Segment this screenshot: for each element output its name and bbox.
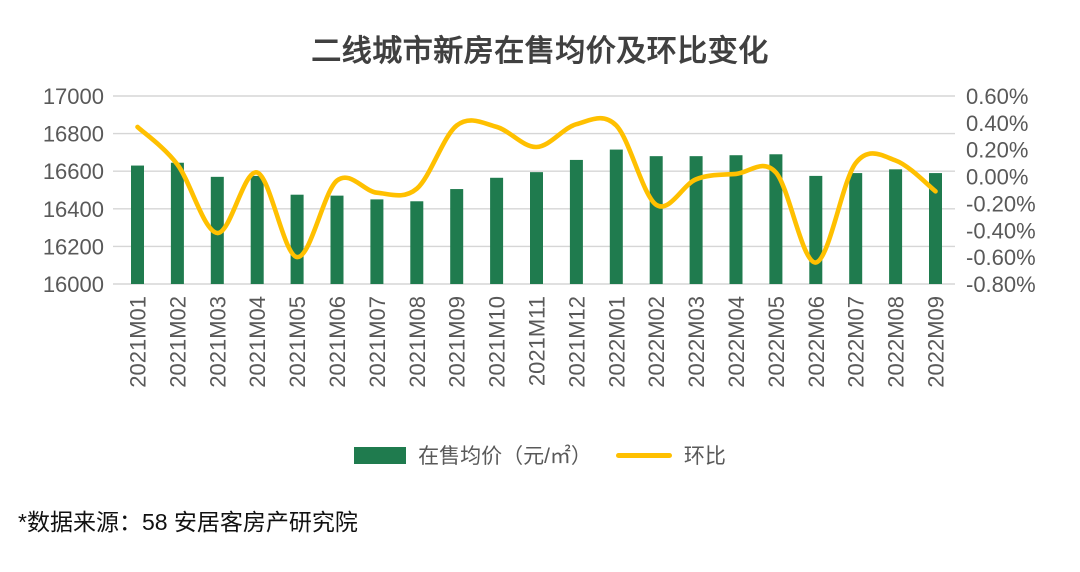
x-axis-tick-label: 2021M02 <box>165 296 190 388</box>
price-bar <box>210 176 224 284</box>
left-axis-tick-label: 16200 <box>43 234 104 259</box>
left-axis-tick-label: 16600 <box>43 159 104 184</box>
chart-title: 二线城市新房在售均价及环比变化 <box>311 35 769 68</box>
chart-legend: 在售均价（元/㎡） 环比 <box>0 440 1080 470</box>
x-axis-tick-label: 2021M12 <box>564 296 589 388</box>
x-axis-tick-label: 2021M01 <box>126 296 151 388</box>
left-axis-tick-label: 16000 <box>43 272 104 297</box>
chart-canvas: 17000 16800 16600 16400 16200 16000 0.60%0.40%… <box>43 84 1036 388</box>
x-axis-tick-label: 2021M07 <box>365 296 390 388</box>
x-axis-tick-label: 2021M11 <box>525 296 550 386</box>
price-bar <box>290 194 304 284</box>
x-axis-tick-label: 2021M04 <box>245 296 270 388</box>
x-axis-tick-label: 2021M10 <box>485 296 510 388</box>
price-bar <box>330 195 344 284</box>
x-axis-tick-label: 2021M08 <box>405 296 430 388</box>
price-bar <box>530 172 543 284</box>
price-bar <box>929 173 942 284</box>
price-bar <box>849 173 863 284</box>
price-bar <box>131 165 144 284</box>
price-bar <box>569 159 583 284</box>
price-bar <box>769 154 783 284</box>
x-axis-tick-label: 2022M09 <box>924 296 949 388</box>
price-bar <box>609 149 623 284</box>
left-axis-tick-label: 16800 <box>43 122 104 147</box>
source-footnote: *数据来源：58 安居客房产研究院 <box>18 509 358 535</box>
price-bar <box>729 155 743 284</box>
price-bar <box>250 175 264 284</box>
price-bar <box>410 201 424 284</box>
price-bar <box>170 162 184 284</box>
line-series-swatch-icon <box>615 452 672 458</box>
right-axis-tick-label: 0.40% <box>966 111 1028 136</box>
bar-series-legend-label: 在售均价（元/㎡） <box>418 445 592 468</box>
bar-series-swatch-icon <box>354 446 407 464</box>
x-axis-tick-label: 2022M08 <box>884 296 909 388</box>
right-axis-tick-label: 0.20% <box>966 138 1028 163</box>
price-bar <box>649 156 663 284</box>
price-bar <box>490 177 504 284</box>
x-axis-tick-label: 2022M03 <box>684 296 709 388</box>
x-axis-tick-label: 2021M09 <box>445 296 470 388</box>
price-bar <box>370 199 384 284</box>
price-bar <box>889 169 903 284</box>
right-axis-tick-label: 0.60% <box>966 84 1028 109</box>
right-axis-tick-label: -0.60% <box>966 245 1036 270</box>
x-axis-tick-label: 2022M05 <box>764 296 789 388</box>
mom-change-line <box>135 115 938 265</box>
right-axis-tick-label: -0.20% <box>966 191 1036 216</box>
left-axis-tick-label: 17000 <box>43 84 104 109</box>
x-axis-tick-label: 2022M01 <box>604 296 629 388</box>
line-series-legend-label: 环比 <box>683 445 726 468</box>
price-bar <box>809 175 823 284</box>
right-axis-tick-label: 0.00% <box>966 165 1028 190</box>
x-axis-tick-label: 2021M03 <box>205 296 230 388</box>
x-axis-tick-label: 2022M04 <box>724 296 749 388</box>
x-axis-tick-label: 2021M05 <box>285 296 310 388</box>
x-axis-tick-label: 2022M06 <box>804 296 829 388</box>
right-axis-tick-label: -0.80% <box>966 272 1036 297</box>
price-bar <box>689 156 703 284</box>
right-axis-tick-label: -0.40% <box>966 218 1036 243</box>
price-bar <box>450 189 464 284</box>
left-axis-tick-label: 16400 <box>43 197 104 222</box>
x-axis-tick-label: 2021M06 <box>325 296 350 388</box>
x-axis-tick-label: 2022M07 <box>844 296 869 388</box>
x-axis-tick-label: 2022M02 <box>644 296 669 388</box>
